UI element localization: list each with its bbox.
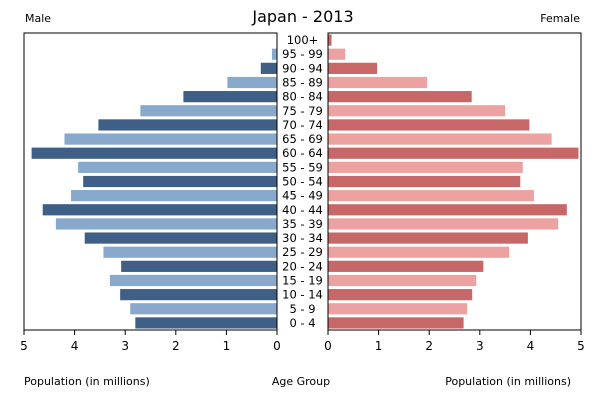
male-bar-75-79 bbox=[140, 105, 277, 117]
female-bar-20-24 bbox=[328, 260, 484, 272]
female-bar-55-59 bbox=[328, 161, 523, 173]
age-label-20-24: 20 - 24 bbox=[282, 259, 323, 273]
male-bar-15-19 bbox=[110, 274, 278, 287]
age-label-15-19: 15 - 19 bbox=[282, 274, 323, 288]
age-label-35-39: 35 - 39 bbox=[282, 217, 323, 231]
x-tick-label: 0 bbox=[273, 339, 281, 353]
age-label-40-44: 40 - 44 bbox=[282, 203, 323, 217]
x-tick-label: 3 bbox=[121, 339, 129, 353]
male-bar-55-59 bbox=[78, 161, 277, 173]
age-label-60-64: 60 - 64 bbox=[282, 146, 323, 160]
age-label-10-14: 10 - 14 bbox=[282, 288, 323, 302]
chart-title: Japan - 2013 bbox=[251, 7, 353, 26]
age-label-75-79: 75 - 79 bbox=[282, 104, 323, 118]
male-bar-80-84 bbox=[183, 91, 277, 103]
x-tick-label: 4 bbox=[71, 339, 79, 353]
male-bar-85-89 bbox=[227, 76, 277, 89]
age-label-5-9: 5 - 9 bbox=[289, 302, 315, 316]
male-bar-65-69 bbox=[64, 133, 277, 145]
male-plot-frame bbox=[23, 32, 278, 331]
male-bar-25-29 bbox=[103, 246, 277, 258]
x-tick-label: 3 bbox=[476, 339, 484, 353]
male-bar-90-94 bbox=[260, 62, 277, 74]
age-label-90-94: 90 - 94 bbox=[282, 61, 323, 75]
male-bar-10-14 bbox=[120, 289, 277, 301]
male-bar-45-49 bbox=[71, 190, 277, 202]
age-label-50-54: 50 - 54 bbox=[282, 175, 323, 189]
x-axis-label-age-group: Age Group bbox=[272, 375, 330, 388]
male-label: Male bbox=[25, 12, 51, 25]
age-label-30-34: 30 - 34 bbox=[282, 231, 323, 245]
age-label-95-99: 95 - 99 bbox=[282, 47, 323, 61]
female-bar-100plus bbox=[328, 34, 332, 46]
female-bar-80-84 bbox=[328, 91, 472, 103]
x-tick-label: 4 bbox=[527, 339, 535, 353]
female-bars bbox=[328, 34, 579, 329]
x-tick-label: 5 bbox=[20, 339, 28, 353]
male-bar-40-44 bbox=[42, 204, 277, 216]
x-tick-label: 5 bbox=[577, 339, 585, 353]
female-bar-50-54 bbox=[328, 175, 521, 188]
age-label-70-74: 70 - 74 bbox=[282, 118, 323, 132]
female-bar-30-34 bbox=[328, 232, 528, 244]
x-axis-ticks: 5 4 3 2 1 0 0 1 2 3 4 5 bbox=[20, 330, 585, 353]
male-bar-35-39 bbox=[55, 218, 278, 230]
x-axis-label-female: Population (in millions) bbox=[445, 375, 571, 388]
male-bars bbox=[31, 48, 278, 329]
female-bar-70-74 bbox=[328, 119, 530, 131]
female-bar-40-44 bbox=[328, 204, 567, 216]
male-bar-60-64 bbox=[31, 147, 278, 159]
age-label-55-59: 55 - 59 bbox=[282, 160, 323, 174]
male-bar-20-24 bbox=[121, 260, 277, 272]
female-label: Female bbox=[540, 12, 580, 25]
age-label-25-29: 25 - 29 bbox=[282, 245, 323, 259]
male-bar-0-4 bbox=[135, 317, 277, 329]
age-label-80-84: 80 - 84 bbox=[282, 90, 323, 104]
x-tick-label: 1 bbox=[223, 339, 231, 353]
age-label-0-4: 0 - 4 bbox=[289, 316, 315, 330]
female-bar-5-9 bbox=[328, 303, 468, 315]
x-tick-label: 1 bbox=[375, 339, 383, 353]
female-bar-0-4 bbox=[328, 317, 464, 329]
female-bar-35-39 bbox=[328, 218, 559, 230]
female-bar-15-19 bbox=[328, 274, 477, 287]
female-bar-95-99 bbox=[328, 48, 346, 60]
age-label-45-49: 45 - 49 bbox=[282, 189, 323, 203]
age-label-65-69: 65 - 69 bbox=[282, 132, 323, 146]
female-bar-10-14 bbox=[328, 289, 473, 301]
female-bar-60-64 bbox=[328, 147, 579, 159]
male-bar-50-54 bbox=[83, 175, 278, 188]
x-tick-label: 0 bbox=[324, 339, 332, 353]
female-bar-25-29 bbox=[328, 246, 510, 258]
male-bar-30-34 bbox=[84, 232, 277, 244]
male-bar-5-9 bbox=[130, 303, 277, 315]
female-bar-75-79 bbox=[328, 105, 506, 117]
female-bar-65-69 bbox=[328, 133, 552, 145]
female-bar-85-89 bbox=[328, 76, 428, 89]
x-tick-label: 2 bbox=[425, 339, 433, 353]
male-bar-95-99 bbox=[271, 48, 277, 60]
x-tick-label: 2 bbox=[172, 339, 180, 353]
female-bar-45-49 bbox=[328, 190, 534, 202]
male-bar-70-74 bbox=[98, 119, 277, 131]
age-label-100plus: 100+ bbox=[287, 33, 319, 47]
age-label-85-89: 85 - 89 bbox=[282, 76, 323, 90]
female-bar-90-94 bbox=[328, 62, 378, 74]
female-plot-frame bbox=[327, 32, 582, 331]
x-axis-label-male: Population (in millions) bbox=[24, 375, 150, 388]
